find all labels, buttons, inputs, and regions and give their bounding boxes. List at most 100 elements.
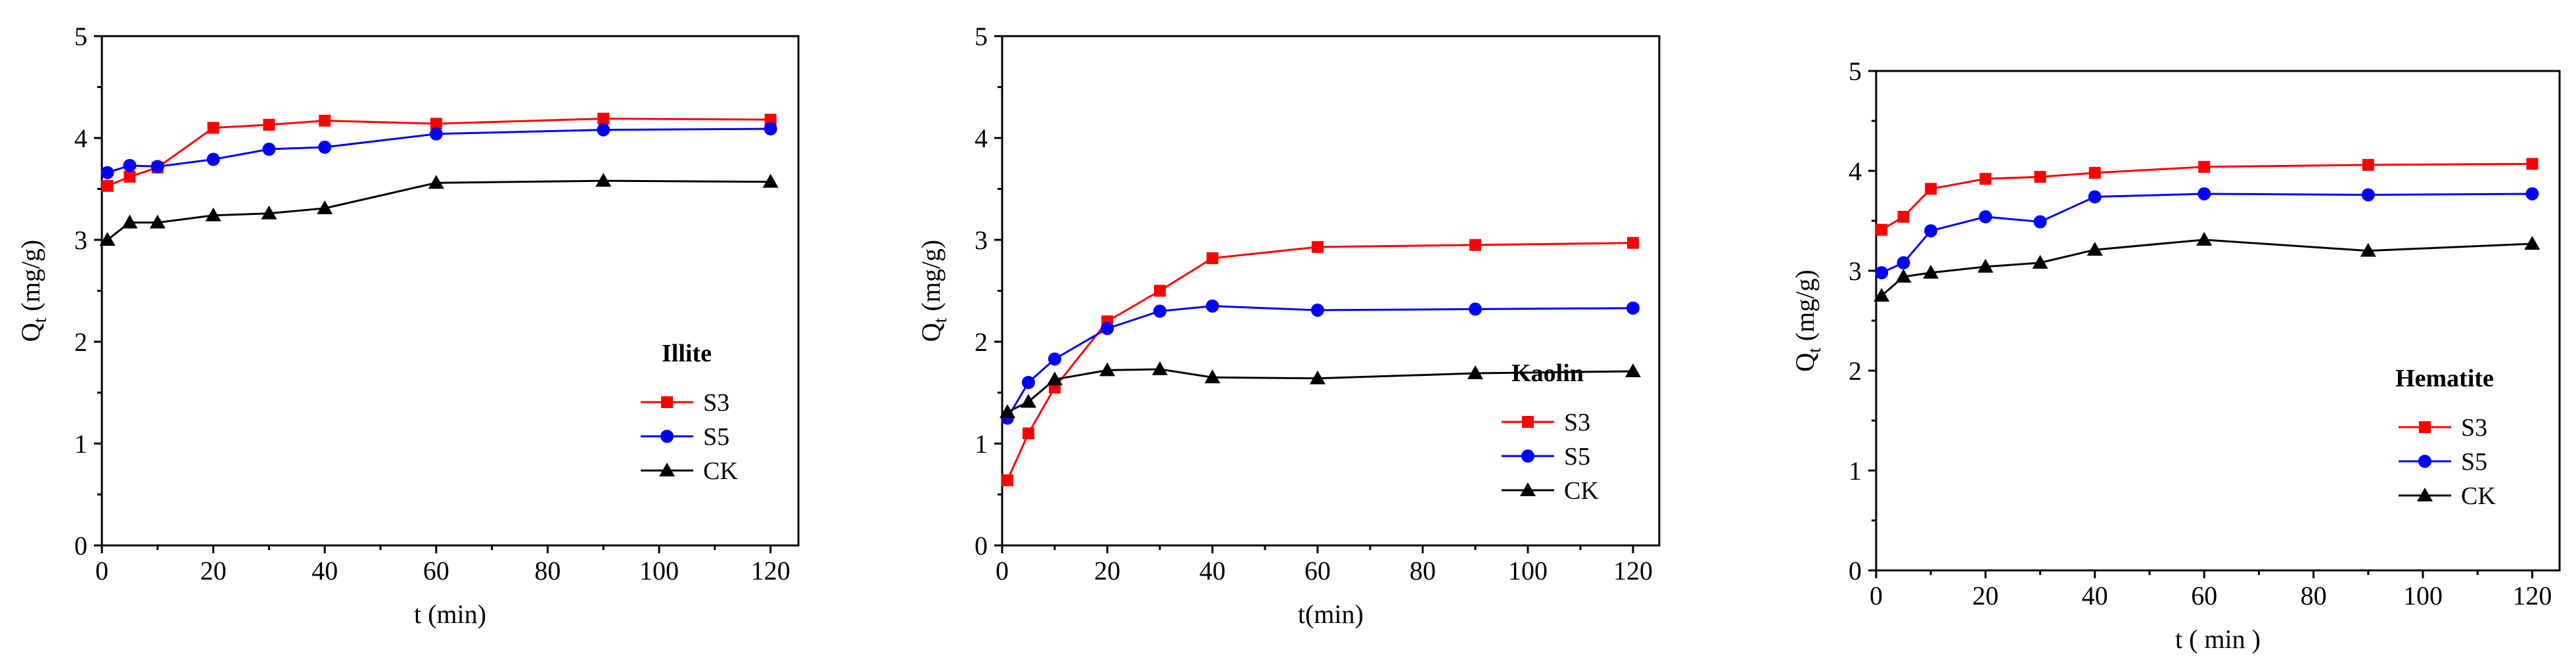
data-point	[2196, 231, 2213, 246]
x-tick-label: 60	[423, 556, 449, 586]
legend-marker	[1522, 416, 1534, 428]
y-axis-label-unit: (mg/g)	[1790, 269, 1820, 348]
data-point	[595, 173, 612, 187]
y-tick-label: 2	[1849, 356, 1862, 386]
legend-label-s5: S5	[2461, 448, 2487, 476]
data-point	[1022, 376, 1035, 389]
x-tick-label: 80	[534, 556, 561, 586]
chart-panel-kaolin: 0 20 40 60 80 100 120 0 1 2 3 4 5 t(min) Qt (mg/g) Kaol…	[916, 22, 1661, 629]
y-tick-label: 2	[74, 327, 87, 357]
x-tick-label: 0	[1870, 581, 1883, 610]
data-point	[1895, 269, 1912, 283]
data-point	[2033, 215, 2047, 229]
x-tick-label: 60	[2191, 581, 2217, 610]
data-point	[597, 112, 610, 125]
data-point	[318, 140, 332, 154]
data-point	[2361, 188, 2375, 202]
data-point	[1925, 183, 1937, 195]
data-point	[1626, 301, 1640, 315]
legend-title: Kaolin	[1511, 359, 1584, 387]
x-tick-label: 20	[1094, 556, 1120, 586]
data-point	[764, 114, 777, 126]
data-point	[1469, 239, 1481, 251]
y-axis-label: Qt (mg/g)	[1790, 269, 1825, 372]
data-point	[2362, 158, 2374, 171]
y-axis-label: Qt (mg/g)	[16, 240, 51, 342]
legend-title: Illite	[662, 340, 712, 367]
data-point	[1875, 266, 1889, 280]
x-tick-label: 100	[1508, 556, 1548, 586]
data-point	[149, 214, 166, 229]
data-point	[2088, 167, 2101, 179]
data-point	[122, 214, 138, 229]
x-tick-label: 20	[200, 556, 227, 586]
legend-marker	[661, 396, 673, 408]
x-tick-label: 60	[1304, 556, 1331, 586]
x-axis-label: t(min)	[1298, 599, 1364, 629]
y-tick-label: 3	[1849, 256, 1862, 286]
data-point	[1023, 427, 1034, 440]
data-point	[1205, 369, 1220, 384]
data-point	[1923, 265, 1939, 279]
data-point	[1977, 258, 1994, 273]
series-ck	[99, 173, 779, 246]
legend: Illite S3 S5 CK	[641, 340, 738, 485]
legend-marker	[1521, 449, 1534, 463]
y-tick-label: 2	[975, 327, 988, 357]
data-point	[1897, 210, 1910, 223]
data-point	[1154, 285, 1166, 297]
legend-marker	[659, 463, 675, 476]
legend-label-s5: S5	[703, 423, 729, 451]
y-tick-label: 1	[74, 429, 87, 459]
data-point	[2088, 190, 2102, 204]
data-point	[1207, 252, 1218, 264]
data-point	[101, 166, 114, 179]
legend-marker	[2419, 421, 2431, 433]
legend-label-s3: S3	[2461, 414, 2487, 442]
legend: Hematite S3 S5 CK	[2395, 365, 2496, 510]
y-tick-label: 3	[74, 225, 87, 255]
chart-panel-illite: 0 20 40 60 80 100 120 0 1 2 3 4 5 t (min) Qt (mg/g) Ill…	[16, 22, 800, 629]
data-point	[1897, 256, 1910, 269]
data-point	[1101, 321, 1114, 335]
data-point	[1311, 303, 1324, 317]
data-point	[1021, 394, 1036, 408]
data-point	[261, 205, 277, 219]
legend-label-ck: CK	[1564, 477, 1599, 505]
legend-marker	[660, 430, 674, 443]
data-point	[428, 175, 444, 189]
data-point	[1047, 371, 1063, 386]
data-point	[2034, 171, 2046, 183]
y-axis-label-sub: t	[30, 317, 51, 323]
y-tick-label: 5	[74, 22, 87, 51]
series-line	[1881, 193, 2533, 274]
data-point	[317, 200, 333, 214]
data-point	[2032, 254, 2048, 269]
series-s5	[1875, 187, 2539, 280]
data-point	[429, 127, 443, 141]
y-axis-label-main: Q	[916, 323, 946, 342]
data-point	[1924, 224, 1938, 238]
x-tick-label: 120	[2512, 581, 2552, 610]
data-point	[1467, 365, 1483, 380]
y-axis-label-main: Q	[16, 323, 45, 342]
plot-frame	[1001, 35, 1661, 547]
data-point	[206, 152, 220, 166]
data-point	[1206, 299, 1219, 313]
data-point	[1874, 288, 1890, 302]
data-point	[319, 114, 331, 127]
series-line	[106, 179, 771, 241]
y-tick-label: 1	[975, 429, 988, 459]
x-tick-label: 80	[2301, 581, 2327, 610]
data-point	[1627, 237, 1639, 249]
data-point	[1979, 210, 1992, 223]
data-point	[2525, 187, 2539, 200]
x-tick-label: 40	[311, 556, 338, 586]
legend-marker	[2417, 488, 2433, 501]
legend-label-ck: CK	[703, 457, 738, 485]
data-point	[1979, 173, 1992, 185]
x-tick-label: 100	[639, 556, 679, 586]
x-tick-label: 0	[95, 556, 108, 586]
y-tick-label: 4	[1849, 156, 1862, 186]
